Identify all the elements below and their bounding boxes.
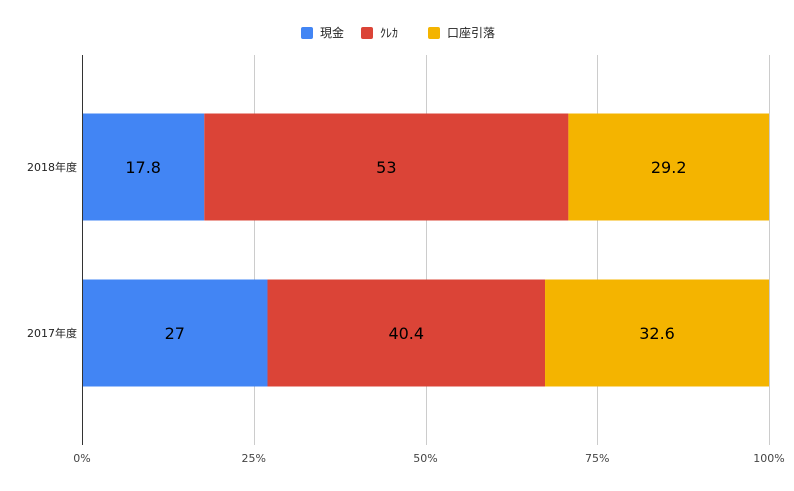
bar-2-1 [82,279,268,387]
data-labels: 17.8 53 29.2 27 40.4 32.6 [125,158,686,343]
bar-1-2 [204,113,569,221]
legend-swatch-1 [301,27,313,39]
data-label-1-1: 17.8 [125,158,161,177]
bar-1-3 [568,113,769,221]
x-tick-label-3: 50% [413,452,437,465]
x-tick-label-5: 100% [753,452,784,465]
bar-2-2 [267,279,546,387]
legend-swatch-3 [428,27,440,39]
x-tick-label-4: 75% [585,452,609,465]
legend-swatch-2 [361,27,373,39]
data-label-1-3: 29.2 [651,158,687,177]
category-label-2: 2017年度 [27,326,77,340]
category-label-1: 2018年度 [27,160,77,174]
data-label-1-2: 53 [376,158,396,177]
data-label-2-1: 27 [165,324,185,343]
x-tick-label-1: 0% [73,452,90,465]
legend-label-3: 口座引落 [447,25,495,40]
x-axis: 0% 25% 50% 75% 100% [73,452,784,465]
legend: 現金 ｸﾚｶ 口座引落 [301,25,495,40]
x-tick-label-2: 25% [242,452,266,465]
y-axis: 2018年度 2017年度 [27,55,83,445]
legend-label-2: ｸﾚｶ [380,26,398,40]
data-label-2-2: 40.4 [388,324,424,343]
legend-label-1: 現金 [320,25,344,40]
bar-2-3 [545,279,769,387]
bar-1-1 [82,113,205,221]
data-label-2-3: 32.6 [639,324,675,343]
bars [82,113,769,387]
